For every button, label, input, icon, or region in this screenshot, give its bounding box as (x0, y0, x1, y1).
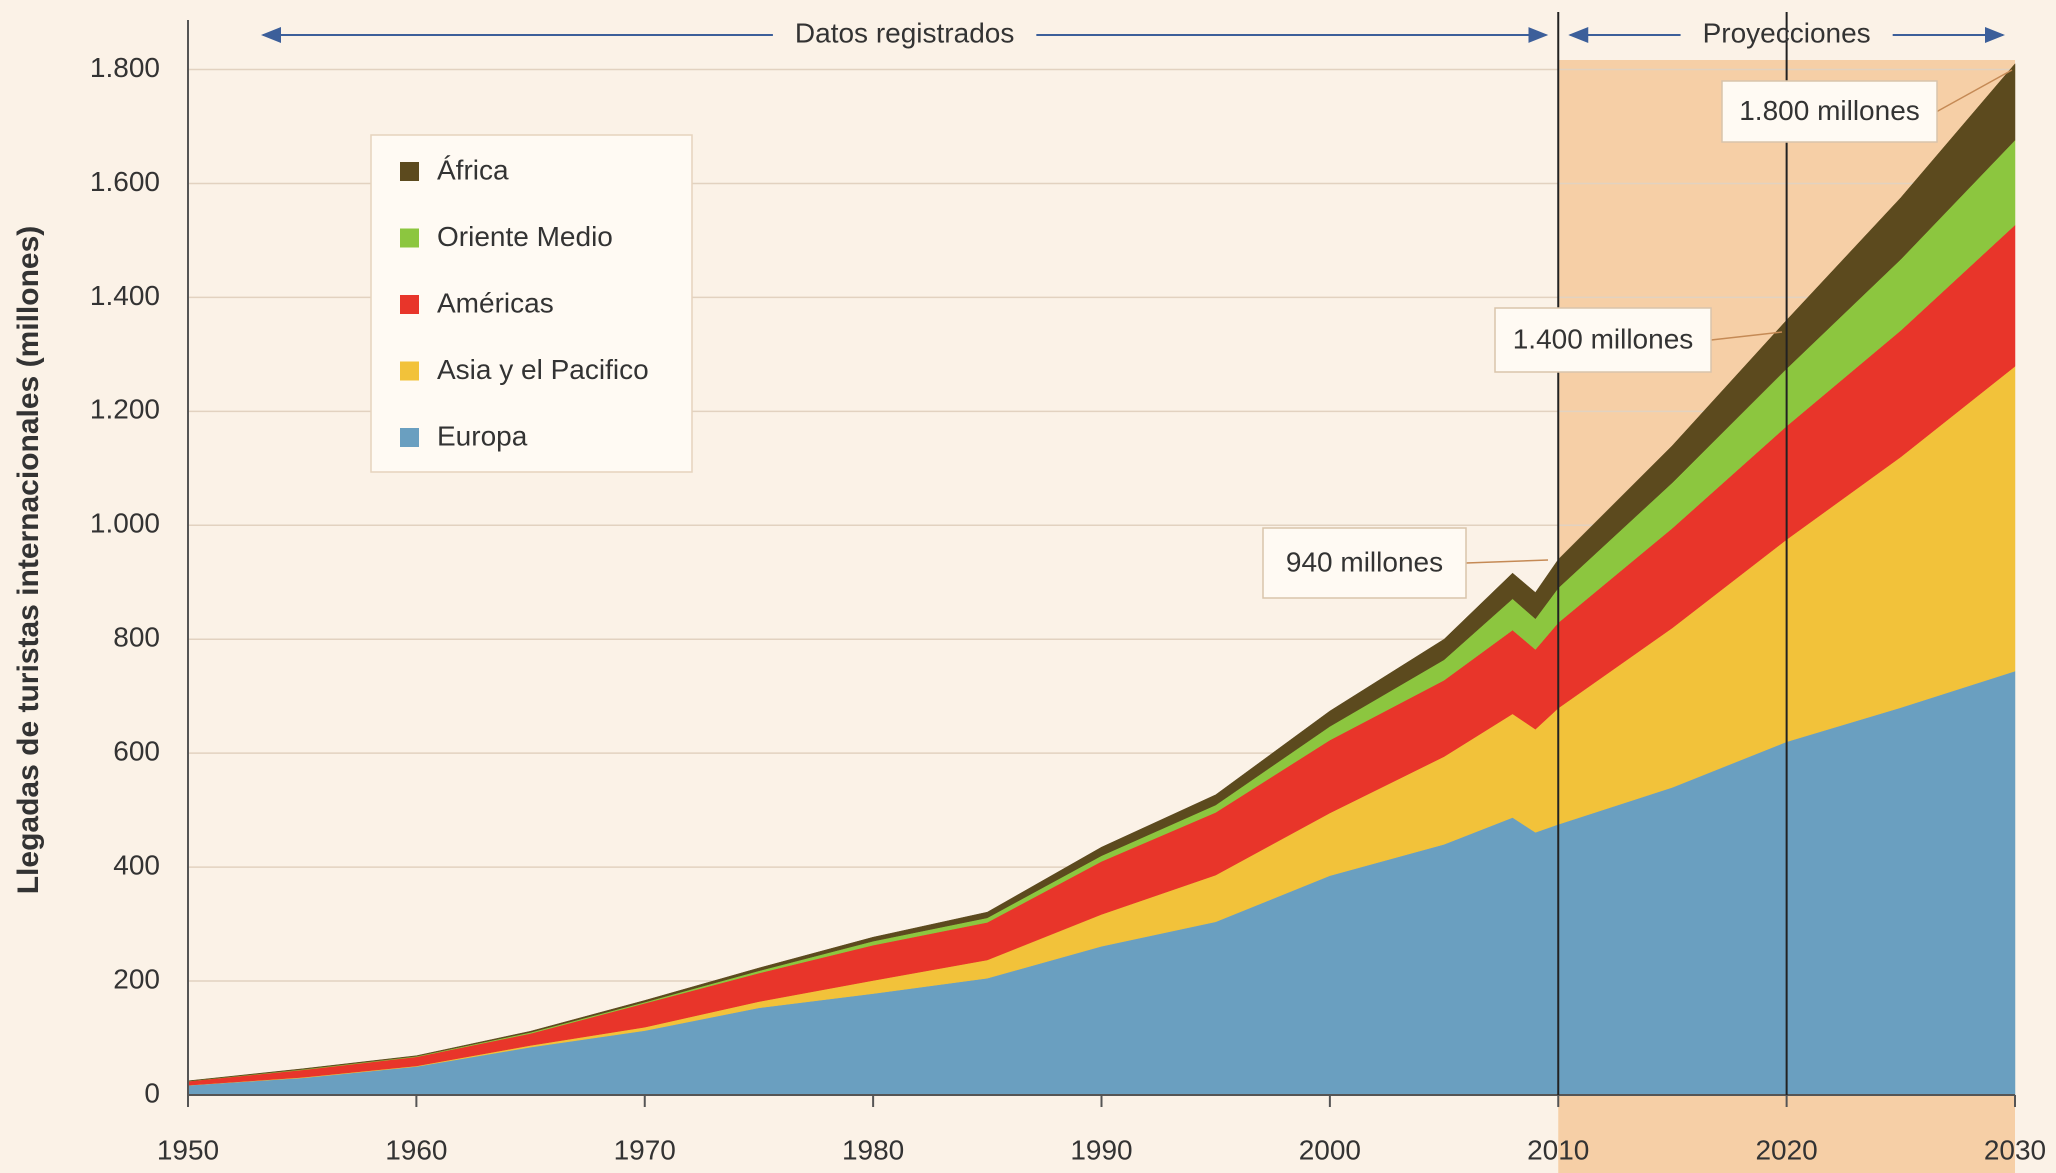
annotation-box (1721, 80, 1938, 143)
y-tick-label: 1.600 (90, 166, 160, 197)
annotation-label: 1.400 millones (1513, 323, 1694, 354)
x-tick-label: 2000 (1299, 1134, 1361, 1165)
x-tick-label: 1950 (157, 1134, 219, 1165)
y-tick-label: 0 (144, 1077, 160, 1108)
legend-label: Américas (437, 287, 554, 318)
legend-label: Oriente Medio (437, 221, 613, 252)
y-tick-label: 1.200 (90, 394, 160, 425)
period-label: Datos registrados (795, 17, 1014, 48)
y-tick-label: 1.800 (90, 52, 160, 83)
y-tick-label: 1.000 (90, 508, 160, 539)
period-label: Proyecciones (1703, 17, 1871, 48)
annotation-label: 1.800 millones (1739, 95, 1920, 126)
x-tick-label: 1980 (842, 1134, 904, 1165)
y-axis-label: Llegadas de turistas internacionales (mi… (12, 226, 45, 895)
x-tick-label: 2020 (1755, 1134, 1817, 1165)
annotation-box (1494, 307, 1712, 373)
legend-swatch (400, 162, 419, 181)
annotation-leader (1465, 559, 1549, 564)
legend: África Oriente Medio Américas Asia y el Pac… (400, 154, 649, 451)
annotation-layer: Datos registrados Proyecciones 940 millone… (261, 17, 2013, 599)
legend-swatch (400, 428, 419, 447)
area (187, 63, 2016, 1082)
legend-label: Europa (437, 420, 528, 451)
legend-box (370, 134, 693, 473)
y-tick-label: 400 (113, 850, 160, 881)
y-tick-label: 600 (113, 736, 160, 767)
x-tick-label: 2010 (1527, 1134, 1589, 1165)
annotation-leader (1710, 331, 1783, 341)
y-tick-label: 800 (113, 622, 160, 653)
y-tick-label: 200 (113, 963, 160, 994)
y-tick-label: 1.400 (90, 280, 160, 311)
x-tick-label: 2030 (1984, 1134, 2046, 1165)
legend-swatch (400, 361, 419, 381)
legend-swatch (400, 228, 419, 248)
annotation-leader (1936, 69, 2013, 113)
annotation-box (1262, 527, 1467, 599)
x-tick-label: 1960 (385, 1134, 447, 1165)
axis-layer: 0 200 400 600 800 1.000 1.200 1.400 1.600 1.800 19… (90, 12, 2046, 1165)
legend-swatch (400, 295, 419, 314)
legend-label: África (437, 154, 509, 185)
x-tick-label: 1970 (614, 1134, 676, 1165)
annotation-label: 940 millones (1286, 546, 1443, 577)
x-tick-label: 1990 (1070, 1134, 1132, 1165)
legend-label: Asia y el Pacifico (437, 354, 649, 385)
